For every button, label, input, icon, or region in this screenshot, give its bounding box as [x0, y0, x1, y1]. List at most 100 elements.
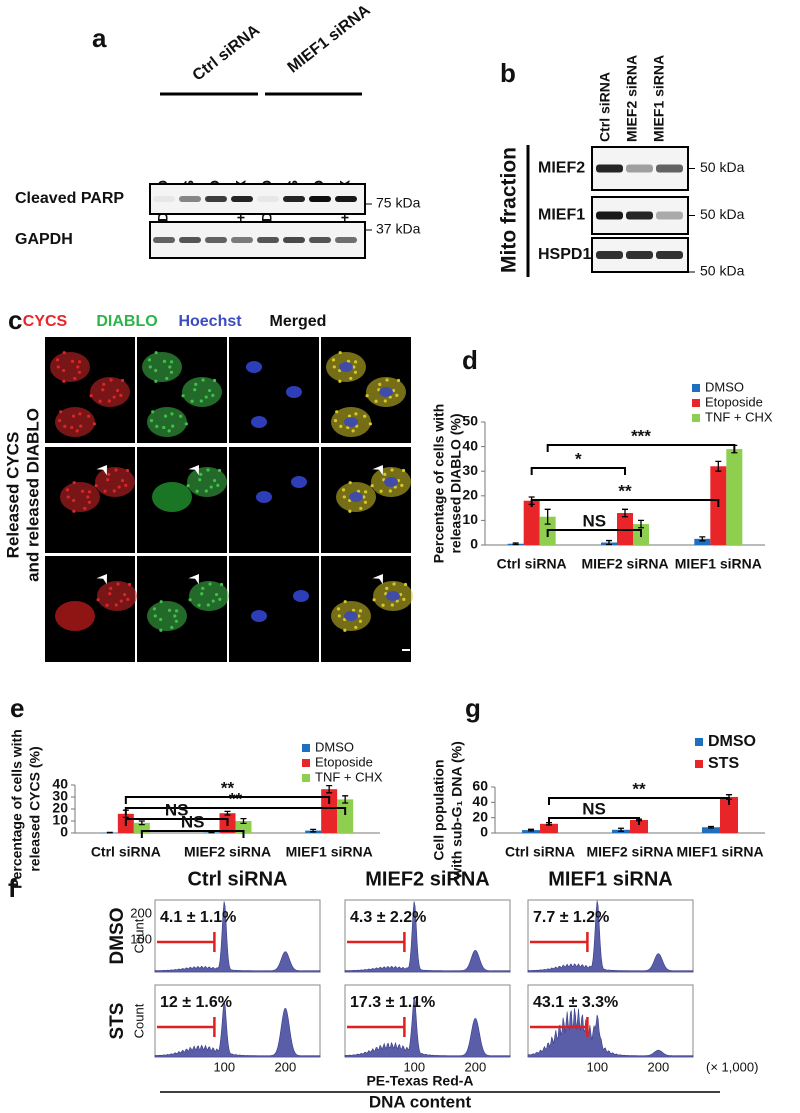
mito-speck [119, 393, 123, 397]
legend-swatch [302, 744, 310, 752]
error-bar [528, 828, 534, 832]
blot-band [335, 196, 357, 202]
mito-speck [120, 478, 125, 483]
mito-speck [174, 609, 179, 613]
mito-speck [163, 414, 168, 418]
mito-speck [190, 399, 194, 403]
sub-g1-gate [347, 1017, 406, 1037]
panel-letter: d [462, 345, 478, 375]
error-bar [715, 460, 722, 472]
panel-letter: a [92, 23, 107, 53]
mito-speck [216, 483, 220, 487]
histogram [527, 900, 694, 973]
legend-label: STS [708, 755, 739, 772]
panel-letter: f [8, 873, 17, 903]
footer-label: DNA content [369, 1092, 472, 1111]
error-bar [240, 817, 247, 825]
mito-speck [351, 429, 355, 433]
cell [147, 407, 187, 437]
mito-speck [73, 376, 77, 381]
bar [337, 799, 354, 833]
mito-speck [103, 489, 107, 493]
mito-speck [353, 370, 358, 374]
error-bar [310, 828, 317, 833]
y-tick-label: 40 [462, 437, 478, 453]
blot-band [205, 196, 227, 202]
mito-speck [204, 395, 208, 399]
significance-bracket [124, 818, 229, 826]
x-tick-label: Ctrl siRNA [91, 844, 161, 860]
side-label: Released CYCS [3, 432, 22, 559]
bar [523, 500, 540, 545]
mito-speck [151, 410, 155, 414]
nucleus [344, 417, 358, 427]
mito-speck [336, 607, 341, 611]
mito-speck [169, 360, 174, 364]
lane-label: MIEF1 siRNA [651, 55, 667, 142]
mito-speck [352, 365, 356, 369]
y-axis-label: with sub-G₁ DNA (%) [449, 741, 465, 879]
marker-label: 50 kDa [700, 263, 745, 279]
mito-speck [211, 599, 215, 603]
mito-speck [335, 410, 339, 414]
significance-label: NS [583, 511, 607, 530]
arrowhead [96, 574, 107, 585]
mito-speck [170, 625, 174, 630]
mito-speck [112, 395, 116, 399]
blot-band [309, 196, 331, 202]
y-tick-label: 10 [52, 812, 68, 828]
mito-speck [349, 376, 353, 381]
x-tick-label: MIEF2 siRNA [581, 556, 668, 572]
histogram-frame [344, 899, 511, 973]
mito-speck [55, 358, 60, 362]
mito-speck [59, 410, 63, 414]
y-tick-label: 100 [130, 931, 152, 946]
marker-label: 50 kDa [700, 206, 745, 222]
error-bar [708, 825, 714, 829]
micrograph [229, 337, 319, 443]
mito-speck [112, 489, 116, 493]
blot-band [596, 211, 623, 220]
mito-speck [154, 379, 158, 383]
histogram [527, 1008, 694, 1058]
x-tick-label: 100 [586, 1059, 608, 1074]
histogram [154, 901, 321, 973]
cell [152, 482, 192, 512]
arrowhead [188, 574, 199, 585]
channel-label: CYCS [23, 313, 68, 330]
nucleus [291, 476, 307, 488]
x-tick-label: 200 [464, 1059, 486, 1074]
significance-bracket [140, 830, 245, 838]
mito-speck [71, 414, 76, 418]
bar [720, 796, 738, 833]
sub-g1-gate [530, 932, 589, 952]
x-tick-label: 200 [274, 1059, 296, 1074]
error-bar [208, 831, 215, 834]
row-label: DMSO [107, 908, 128, 965]
percent-label: 7.7 ± 1.2% [533, 909, 609, 926]
blot-band [231, 196, 253, 202]
mito-speck [374, 399, 378, 403]
column-label: MIEF2 siRNA [365, 868, 489, 890]
mito-speck [363, 414, 367, 418]
mito-speck [339, 424, 343, 429]
mito-speck [363, 500, 368, 504]
x-tick-label: 200 [647, 1059, 669, 1074]
significance-bracket [548, 797, 730, 805]
mito-speck [365, 394, 369, 398]
legend-swatch [692, 399, 700, 407]
mito-speck [218, 597, 222, 601]
mito-speck [78, 412, 82, 416]
mito-speck [357, 614, 361, 618]
y-axis-label: Count [131, 1003, 146, 1038]
nucleus [339, 362, 353, 372]
row-label: Cleaved PARP [15, 190, 124, 207]
nucleus [251, 610, 267, 622]
mito-speck [92, 422, 96, 426]
percent-label: 12 ± 1.6% [160, 994, 232, 1011]
y-axis-label: Percentage of cells with [431, 404, 447, 564]
lane-label: Ctrl siRNA [597, 72, 613, 142]
y-tick-label: 20 [462, 487, 478, 503]
significance-bracket [546, 444, 736, 452]
